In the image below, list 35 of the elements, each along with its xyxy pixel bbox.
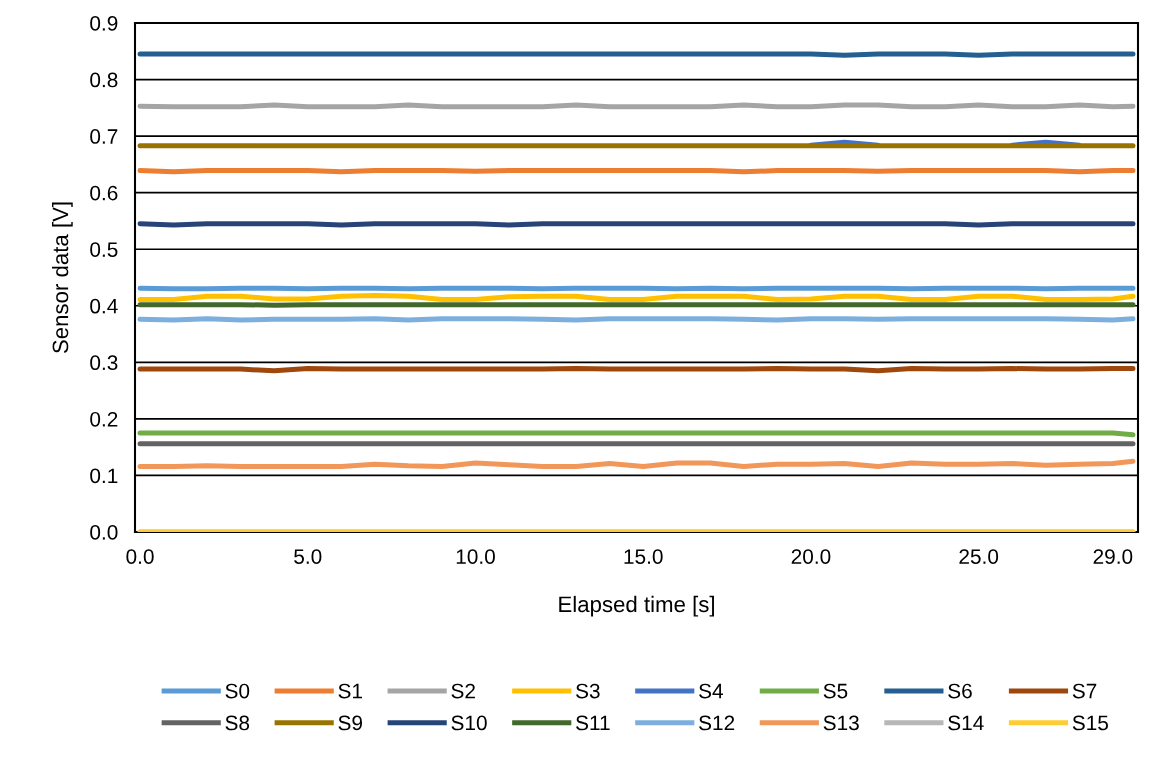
x-axis-title: Elapsed time [s]: [559, 595, 714, 617]
x-tick-label: 10.0: [456, 549, 495, 564]
y-tick-label: 0.9: [90, 16, 118, 31]
legend-label: S11: [576, 715, 610, 731]
legend-label: S7: [1072, 683, 1097, 699]
legend-label: S1: [338, 683, 362, 699]
y-tick-label: 0.1: [90, 468, 118, 484]
y-tick-label: 0.7: [90, 129, 118, 144]
x-tick-label: 25.0: [959, 549, 999, 564]
x-tick-label: 15.0: [624, 549, 663, 564]
legend-label: S5: [823, 683, 848, 699]
y-tick-label: 0.5: [90, 242, 118, 257]
legend-label: S8: [225, 715, 250, 731]
x-tick-label: 5.0: [294, 549, 322, 564]
y-tick-label: 0.6: [90, 185, 118, 201]
y-tick-label: 0.2: [90, 411, 118, 427]
legend-label: S13: [823, 715, 859, 731]
x-tick-label: 20.0: [791, 549, 831, 564]
y-axis-title: Sensor data [V]: [51, 202, 73, 354]
y-tick-label: 0.3: [90, 355, 118, 371]
legend-label: S4: [699, 683, 723, 699]
x-tick-label: 0.0: [126, 549, 154, 564]
legend-label: S2: [451, 683, 475, 699]
legend-label: S15: [1072, 715, 1108, 731]
y-tick-label: 0.4: [90, 298, 118, 314]
legend-label: S9: [338, 715, 363, 731]
legend-label: S14: [948, 715, 984, 731]
x-tick-label: 29.0: [1093, 549, 1133, 564]
legend-label: S12: [699, 715, 735, 731]
legend-label: S0: [225, 683, 250, 699]
legend-label: S10: [451, 715, 487, 731]
y-tick-label: 0.0: [90, 525, 118, 540]
legend-label: S3: [576, 683, 600, 699]
legend-label: S6: [948, 683, 972, 699]
y-tick-label: 0.8: [90, 72, 118, 88]
